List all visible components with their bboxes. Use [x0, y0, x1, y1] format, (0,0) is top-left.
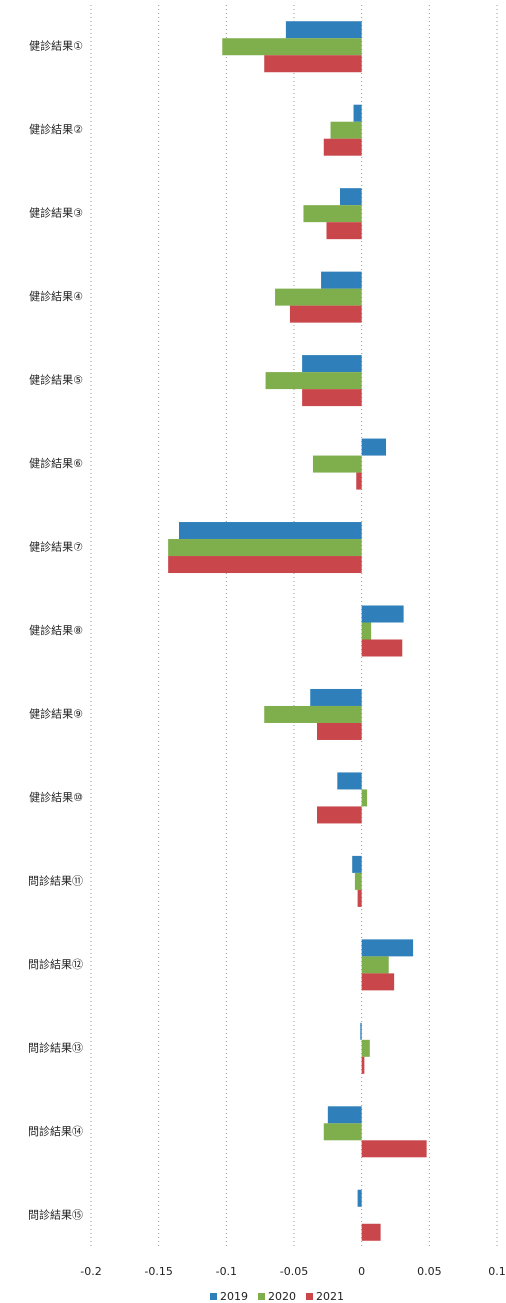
bar — [330, 121, 362, 139]
bar — [361, 438, 387, 456]
x-tick-label: -0.1 — [216, 1265, 237, 1278]
bar — [323, 1123, 362, 1141]
bar — [356, 472, 362, 490]
bar — [361, 973, 395, 991]
y-tick-label: 健診結果③ — [29, 206, 83, 220]
bar — [302, 389, 362, 407]
x-tick-label: 0.1 — [488, 1265, 506, 1278]
bar — [357, 889, 362, 907]
bar — [264, 55, 362, 73]
bar — [361, 939, 414, 957]
y-tick-label: 問診結果⑬ — [28, 1040, 83, 1054]
y-tick-label: 健診結果② — [29, 122, 83, 136]
bar — [327, 1106, 362, 1124]
y-tick-label: 健診結果⑧ — [29, 623, 83, 637]
legend-label: 2020 — [268, 1290, 296, 1303]
bar — [285, 21, 362, 39]
bar — [361, 789, 368, 807]
bar — [264, 705, 362, 723]
x-tick-label: 0 — [358, 1265, 365, 1278]
bar — [326, 222, 362, 240]
legend-swatch — [210, 1293, 217, 1300]
bar — [361, 1140, 427, 1158]
x-tick-label: -0.2 — [80, 1265, 101, 1278]
bar — [340, 188, 362, 206]
y-tick-label: 問診結果⑭ — [28, 1124, 83, 1138]
x-tick-label: -0.15 — [144, 1265, 172, 1278]
bar — [303, 205, 362, 223]
bar — [168, 539, 362, 557]
bar — [275, 288, 362, 306]
bar — [361, 622, 372, 640]
y-tick-label: 健診結果① — [29, 39, 83, 53]
y-tick-label: 健診結果⑤ — [29, 373, 83, 387]
legend-label: 2021 — [316, 1290, 344, 1303]
x-tick-label: -0.05 — [280, 1265, 308, 1278]
legend-swatch — [258, 1293, 265, 1300]
bar — [361, 1039, 370, 1057]
y-tick-label: 健診結果⑨ — [29, 706, 83, 720]
bar — [354, 872, 362, 890]
bar — [360, 1022, 362, 1040]
bar — [323, 138, 362, 156]
x-tick-label: 0.05 — [417, 1265, 442, 1278]
bar — [310, 688, 362, 706]
y-tick-label: 健診結果⑥ — [29, 456, 83, 470]
bar — [168, 556, 362, 574]
bar — [312, 455, 362, 473]
bar — [337, 772, 362, 790]
y-tick-label: 健診結果⑦ — [29, 540, 83, 554]
bar — [361, 1223, 381, 1241]
bar — [361, 639, 403, 657]
bar — [178, 522, 362, 540]
y-tick-label: 問診結果⑪ — [28, 873, 83, 887]
legend-swatch — [306, 1293, 313, 1300]
bar — [317, 806, 362, 824]
y-tick-label: 問診結果⑫ — [28, 957, 83, 971]
bar — [361, 1056, 365, 1074]
bar — [357, 1189, 362, 1207]
y-tick-label: 健診結果⑩ — [29, 790, 83, 804]
bar — [265, 372, 362, 390]
bar — [352, 855, 362, 873]
bar — [353, 104, 362, 122]
bar — [361, 605, 404, 623]
bar — [222, 38, 362, 56]
bar — [361, 956, 389, 974]
legend-label: 2019 — [220, 1290, 248, 1303]
bar — [289, 305, 362, 323]
bar — [321, 271, 362, 289]
bar — [302, 355, 362, 373]
bar — [317, 722, 362, 740]
y-tick-label: 健診結果④ — [29, 289, 83, 303]
y-tick-label: 問診結果⑮ — [28, 1207, 83, 1221]
